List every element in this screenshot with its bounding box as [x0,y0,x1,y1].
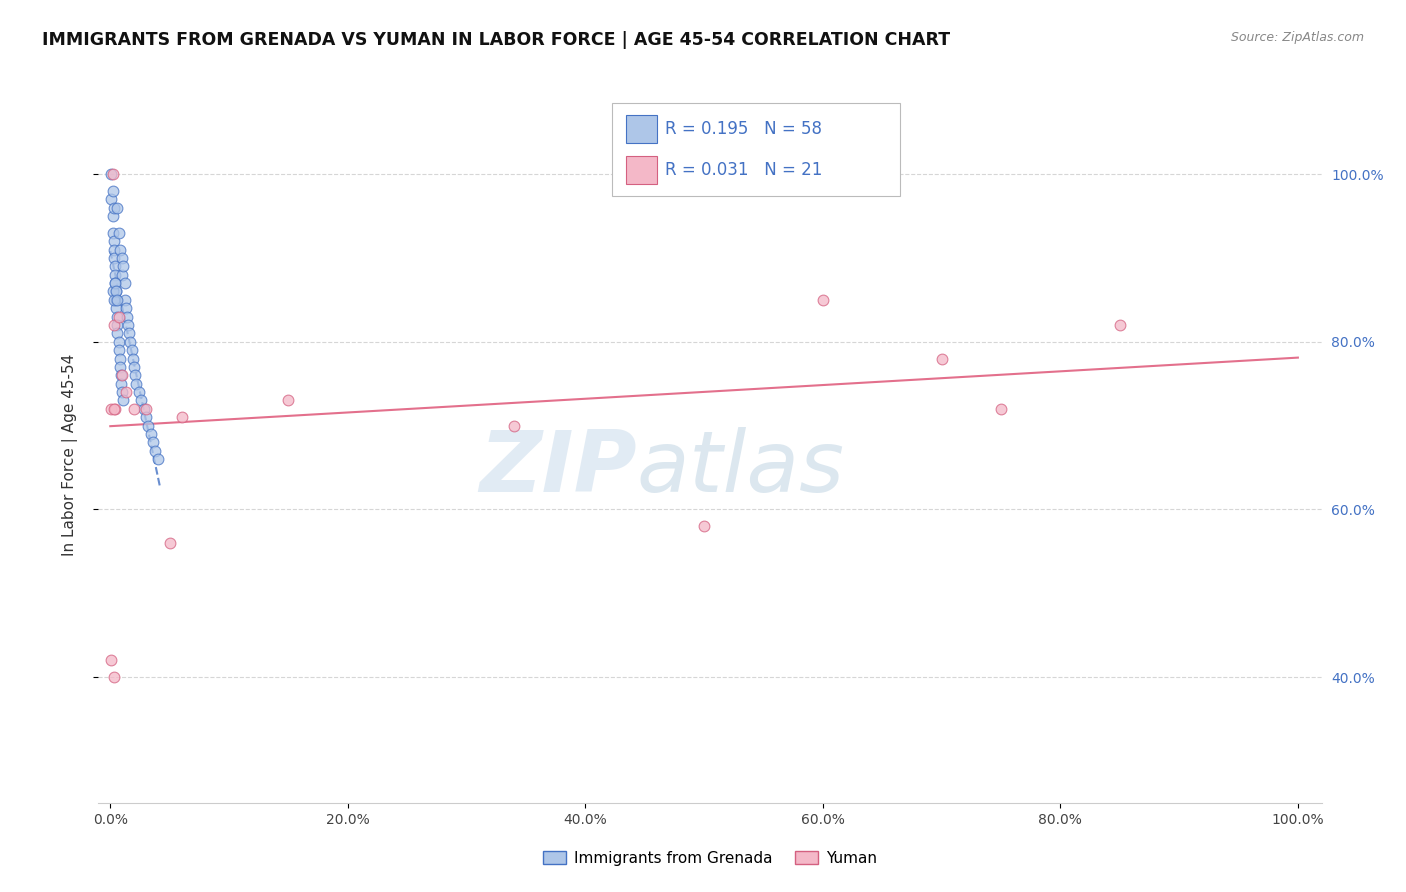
Point [107,226,129,240]
Point [107,334,129,349]
Point [1108,318,1130,332]
Point [100,192,122,206]
Point [170,410,193,425]
Point [103,401,125,416]
Point [108,351,131,366]
Point [101,167,124,181]
Point [142,435,165,450]
Point [112,393,135,408]
Point [108,243,131,257]
Point [105,301,128,316]
Point [104,268,127,282]
Point [122,359,145,374]
Point [139,427,162,442]
Point [107,343,129,358]
Text: R = 0.031   N = 21: R = 0.031 N = 21 [665,161,823,179]
Point [114,276,136,290]
Point [104,276,127,290]
Point [101,285,124,299]
Point [115,310,138,324]
Point [124,368,146,383]
Point [111,368,134,383]
Point [105,293,128,307]
Point [103,234,125,248]
Point [100,653,122,667]
Point [103,251,125,265]
Legend: Immigrants from Grenada, Yuman: Immigrants from Grenada, Yuman [537,845,883,871]
Point [107,310,129,324]
Point [101,209,124,223]
Point [111,251,134,265]
Point [107,201,129,215]
Point [103,670,125,684]
Point [129,393,152,408]
Point [103,293,125,307]
Point [105,285,128,299]
Point [104,401,127,416]
Point [105,285,128,299]
Point [931,351,953,366]
Point [101,184,124,198]
Point [135,410,157,425]
Point [111,268,134,282]
Point [125,376,148,391]
Point [110,376,132,391]
Point [110,368,132,383]
Point [120,334,142,349]
Point [135,401,157,416]
Point [104,276,127,290]
Point [100,167,122,181]
Text: atlas: atlas [637,427,845,510]
Point [118,326,141,341]
Point [117,318,139,332]
Point [121,351,143,366]
Point [107,326,129,341]
Point [103,201,125,215]
Point [136,418,159,433]
Text: R = 0.195   N = 58: R = 0.195 N = 58 [665,120,823,137]
Point [107,293,129,307]
Point [277,393,299,408]
Point [122,401,145,416]
Y-axis label: In Labor Force | Age 45-54: In Labor Force | Age 45-54 [62,354,77,556]
Point [107,310,129,324]
Point [114,301,136,316]
Point [132,401,155,416]
Point [503,418,526,433]
Point [112,260,135,274]
Point [107,318,129,332]
Point [114,385,136,400]
Point [811,293,834,307]
Point [145,443,167,458]
Point [103,318,125,332]
Point [103,243,125,257]
Point [100,401,122,416]
Text: IMMIGRANTS FROM GRENADA VS YUMAN IN LABOR FORCE | AGE 45-54 CORRELATION CHART: IMMIGRANTS FROM GRENADA VS YUMAN IN LABO… [42,31,950,49]
Point [693,519,716,533]
Point [146,452,169,467]
Point [159,536,181,550]
Point [111,385,134,400]
Point [121,343,143,358]
Point [128,385,150,400]
Point [990,401,1012,416]
Point [101,226,124,240]
Point [108,359,131,374]
Point [114,293,136,307]
Point [104,260,127,274]
Text: Source: ZipAtlas.com: Source: ZipAtlas.com [1230,31,1364,45]
Text: ZIP: ZIP [479,427,637,510]
